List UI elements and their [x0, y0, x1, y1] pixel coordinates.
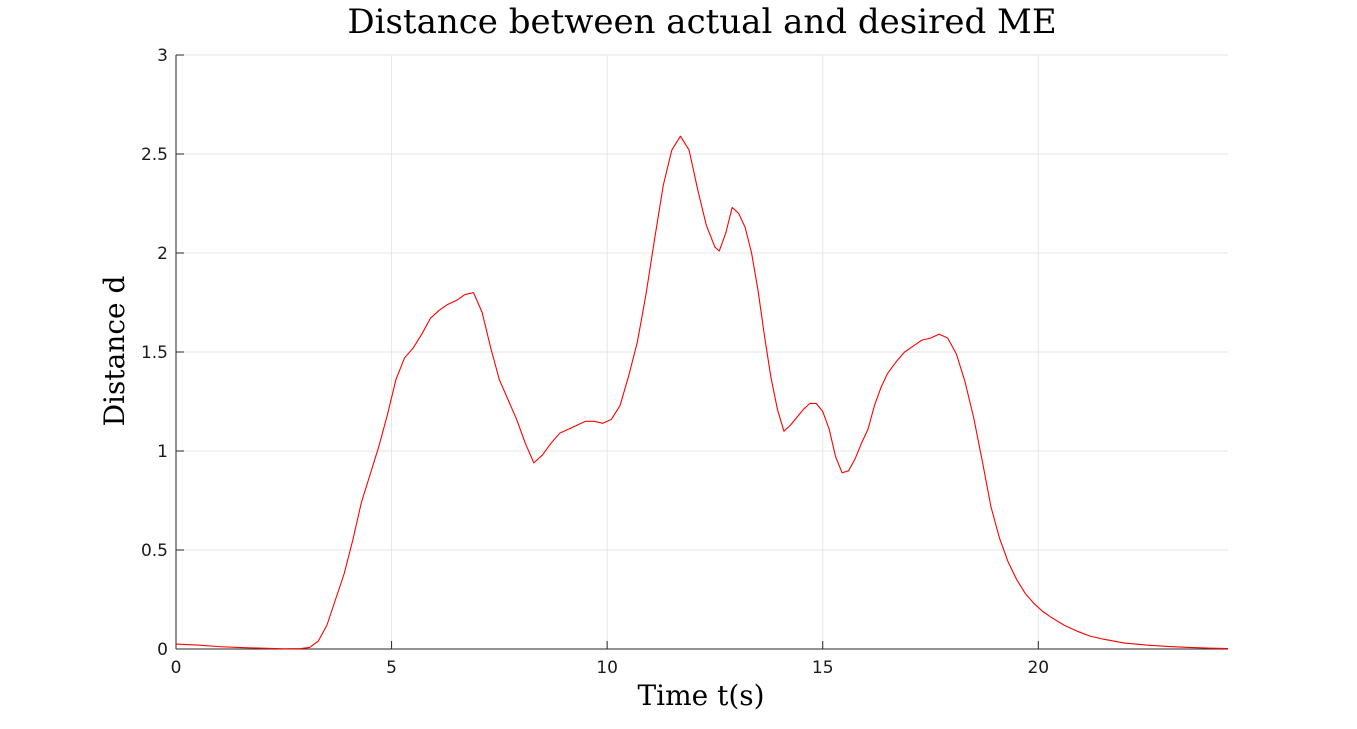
x-tick-label: 20 [1027, 658, 1049, 678]
data-series-line [175, 135, 1229, 650]
x-tick-label: 10 [596, 658, 618, 678]
y-axis-label: Distance d [98, 276, 131, 427]
y-axis-ticks: 0 0.5 1 1.5 2 2.5 3 [141, 46, 184, 660]
y-tick-label: 1 [157, 442, 168, 462]
series-group [175, 135, 1229, 650]
x-tick-label: 0 [171, 658, 182, 678]
chart-title: Distance between actual and desired ME [347, 2, 1056, 42]
y-tick-label: 1.5 [141, 343, 168, 363]
y-tick-label: 2 [157, 244, 168, 264]
x-tick-label: 15 [812, 658, 834, 678]
grid [175, 54, 1228, 650]
x-tick-label: 5 [386, 658, 397, 678]
y-tick-label: 2.5 [141, 145, 168, 165]
y-tick-label: 3 [157, 46, 168, 66]
y-tick-label: 0.5 [141, 541, 168, 561]
x-axis-label: Time t(s) [637, 679, 764, 712]
x-axis-ticks: 0 5 10 15 20 [171, 641, 1049, 678]
y-tick-label: 0 [157, 640, 168, 660]
